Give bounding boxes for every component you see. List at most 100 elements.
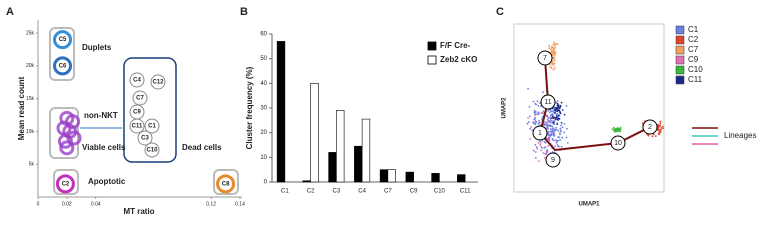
cell-dot (539, 142, 542, 144)
cell-dot (547, 130, 550, 133)
c-frame (513, 23, 665, 193)
cell-dot (657, 123, 660, 126)
cell-dot (553, 120, 556, 122)
point-label: C8 (222, 181, 230, 187)
bar (361, 118, 371, 183)
bar (387, 169, 396, 183)
figure: A 0 0.02 0.04 0.12 0.14 5k 10k 15k 20k 25k MT ratio… (6, 5, 757, 217)
cell-dot (537, 141, 540, 144)
bar (431, 173, 440, 183)
cell-dot (542, 110, 545, 113)
inset-label: C12 (152, 80, 164, 86)
cell-dot (654, 135, 657, 138)
cell-dot (553, 41, 555, 44)
cell-dot (543, 156, 546, 159)
cell-dot (555, 107, 558, 110)
cell-dot (548, 117, 550, 119)
cell-dot (537, 123, 540, 125)
cell-dot (537, 105, 540, 107)
node-label: 11 (544, 99, 551, 106)
cell-dot (546, 118, 549, 121)
y-tick-label: 30 (260, 106, 267, 112)
lineage-node (545, 152, 561, 168)
bar (336, 110, 345, 183)
y-axis-label: Mean read count (17, 76, 26, 140)
cell-dot (532, 149, 535, 152)
panel-label: A (6, 6, 14, 18)
cell-dot (534, 102, 537, 105)
cell-dot (565, 136, 568, 139)
cell-dot (556, 104, 559, 107)
cell-dot (657, 127, 659, 130)
cell-dot (559, 105, 562, 108)
y-tick-label: 20k (26, 63, 35, 69)
lineage-node (610, 135, 626, 151)
lineage-node (532, 125, 548, 141)
cell-dot (618, 127, 621, 130)
x-tick-label: C3 (333, 189, 341, 195)
cell-dot (542, 152, 545, 154)
cell-dot (613, 126, 615, 129)
cell-dot (529, 138, 532, 140)
cell-dot (534, 144, 537, 146)
cell-dot (553, 116, 555, 119)
cell-dot (566, 127, 568, 130)
cell-dot (550, 45, 553, 48)
point-label: C2 (62, 181, 70, 187)
cell-dot (556, 102, 559, 105)
cell-dot (660, 128, 662, 131)
cell-dot (551, 60, 554, 63)
inset-label: C4 (133, 78, 141, 84)
cell-dot (561, 136, 564, 139)
cell-dot (532, 100, 535, 103)
cell-dot (559, 111, 561, 114)
cell-dot (547, 133, 549, 136)
inset-circle (144, 118, 160, 134)
cell-dot (539, 143, 542, 146)
y-tick-label: 20 (260, 130, 267, 136)
cell-dot (554, 128, 557, 131)
cell-dot (560, 145, 563, 148)
cell-dot (560, 122, 563, 124)
cell-dot (547, 136, 550, 139)
cell-dot (534, 116, 536, 119)
x-tick-label: C7 (384, 189, 392, 195)
cell-dot (563, 123, 566, 125)
cell-dot (556, 123, 559, 126)
inset-label: C7 (136, 96, 144, 102)
x-tick-label: 0.14 (235, 201, 245, 207)
bar (302, 180, 311, 183)
cell-dot (533, 109, 536, 112)
cell-dot (552, 68, 555, 71)
inset-circle (144, 142, 160, 158)
cell-dot (549, 124, 552, 127)
bar (328, 152, 337, 183)
cell-dot (553, 135, 556, 137)
cell-dot (558, 114, 560, 117)
cell-dot (551, 114, 554, 117)
cell-dot (553, 132, 556, 135)
lineage-node (540, 94, 556, 110)
cell-dot (551, 63, 554, 66)
inset-label: C1 (148, 124, 156, 130)
legend-label: Zeb2 cKO (440, 55, 477, 64)
cell-dot (553, 59, 555, 61)
cell-dot (550, 48, 553, 51)
cell-dot (563, 131, 565, 134)
cell-dot (554, 107, 556, 109)
cluster-point (57, 133, 73, 149)
cluster-point (66, 130, 82, 146)
cell-dot (539, 102, 541, 104)
y-tick-label: 40 (260, 81, 267, 87)
cluster-point (53, 30, 73, 50)
legend-swatch (675, 65, 685, 75)
inset-label: C9 (133, 110, 141, 116)
bar (405, 171, 414, 183)
legend-swatch (675, 35, 685, 45)
cell-dot (551, 115, 554, 118)
cell-dot (658, 129, 661, 132)
x-tick-label: C10 (434, 189, 446, 195)
cell-dot (549, 134, 551, 137)
cell-dot (534, 157, 537, 159)
cell-dot (553, 56, 556, 59)
